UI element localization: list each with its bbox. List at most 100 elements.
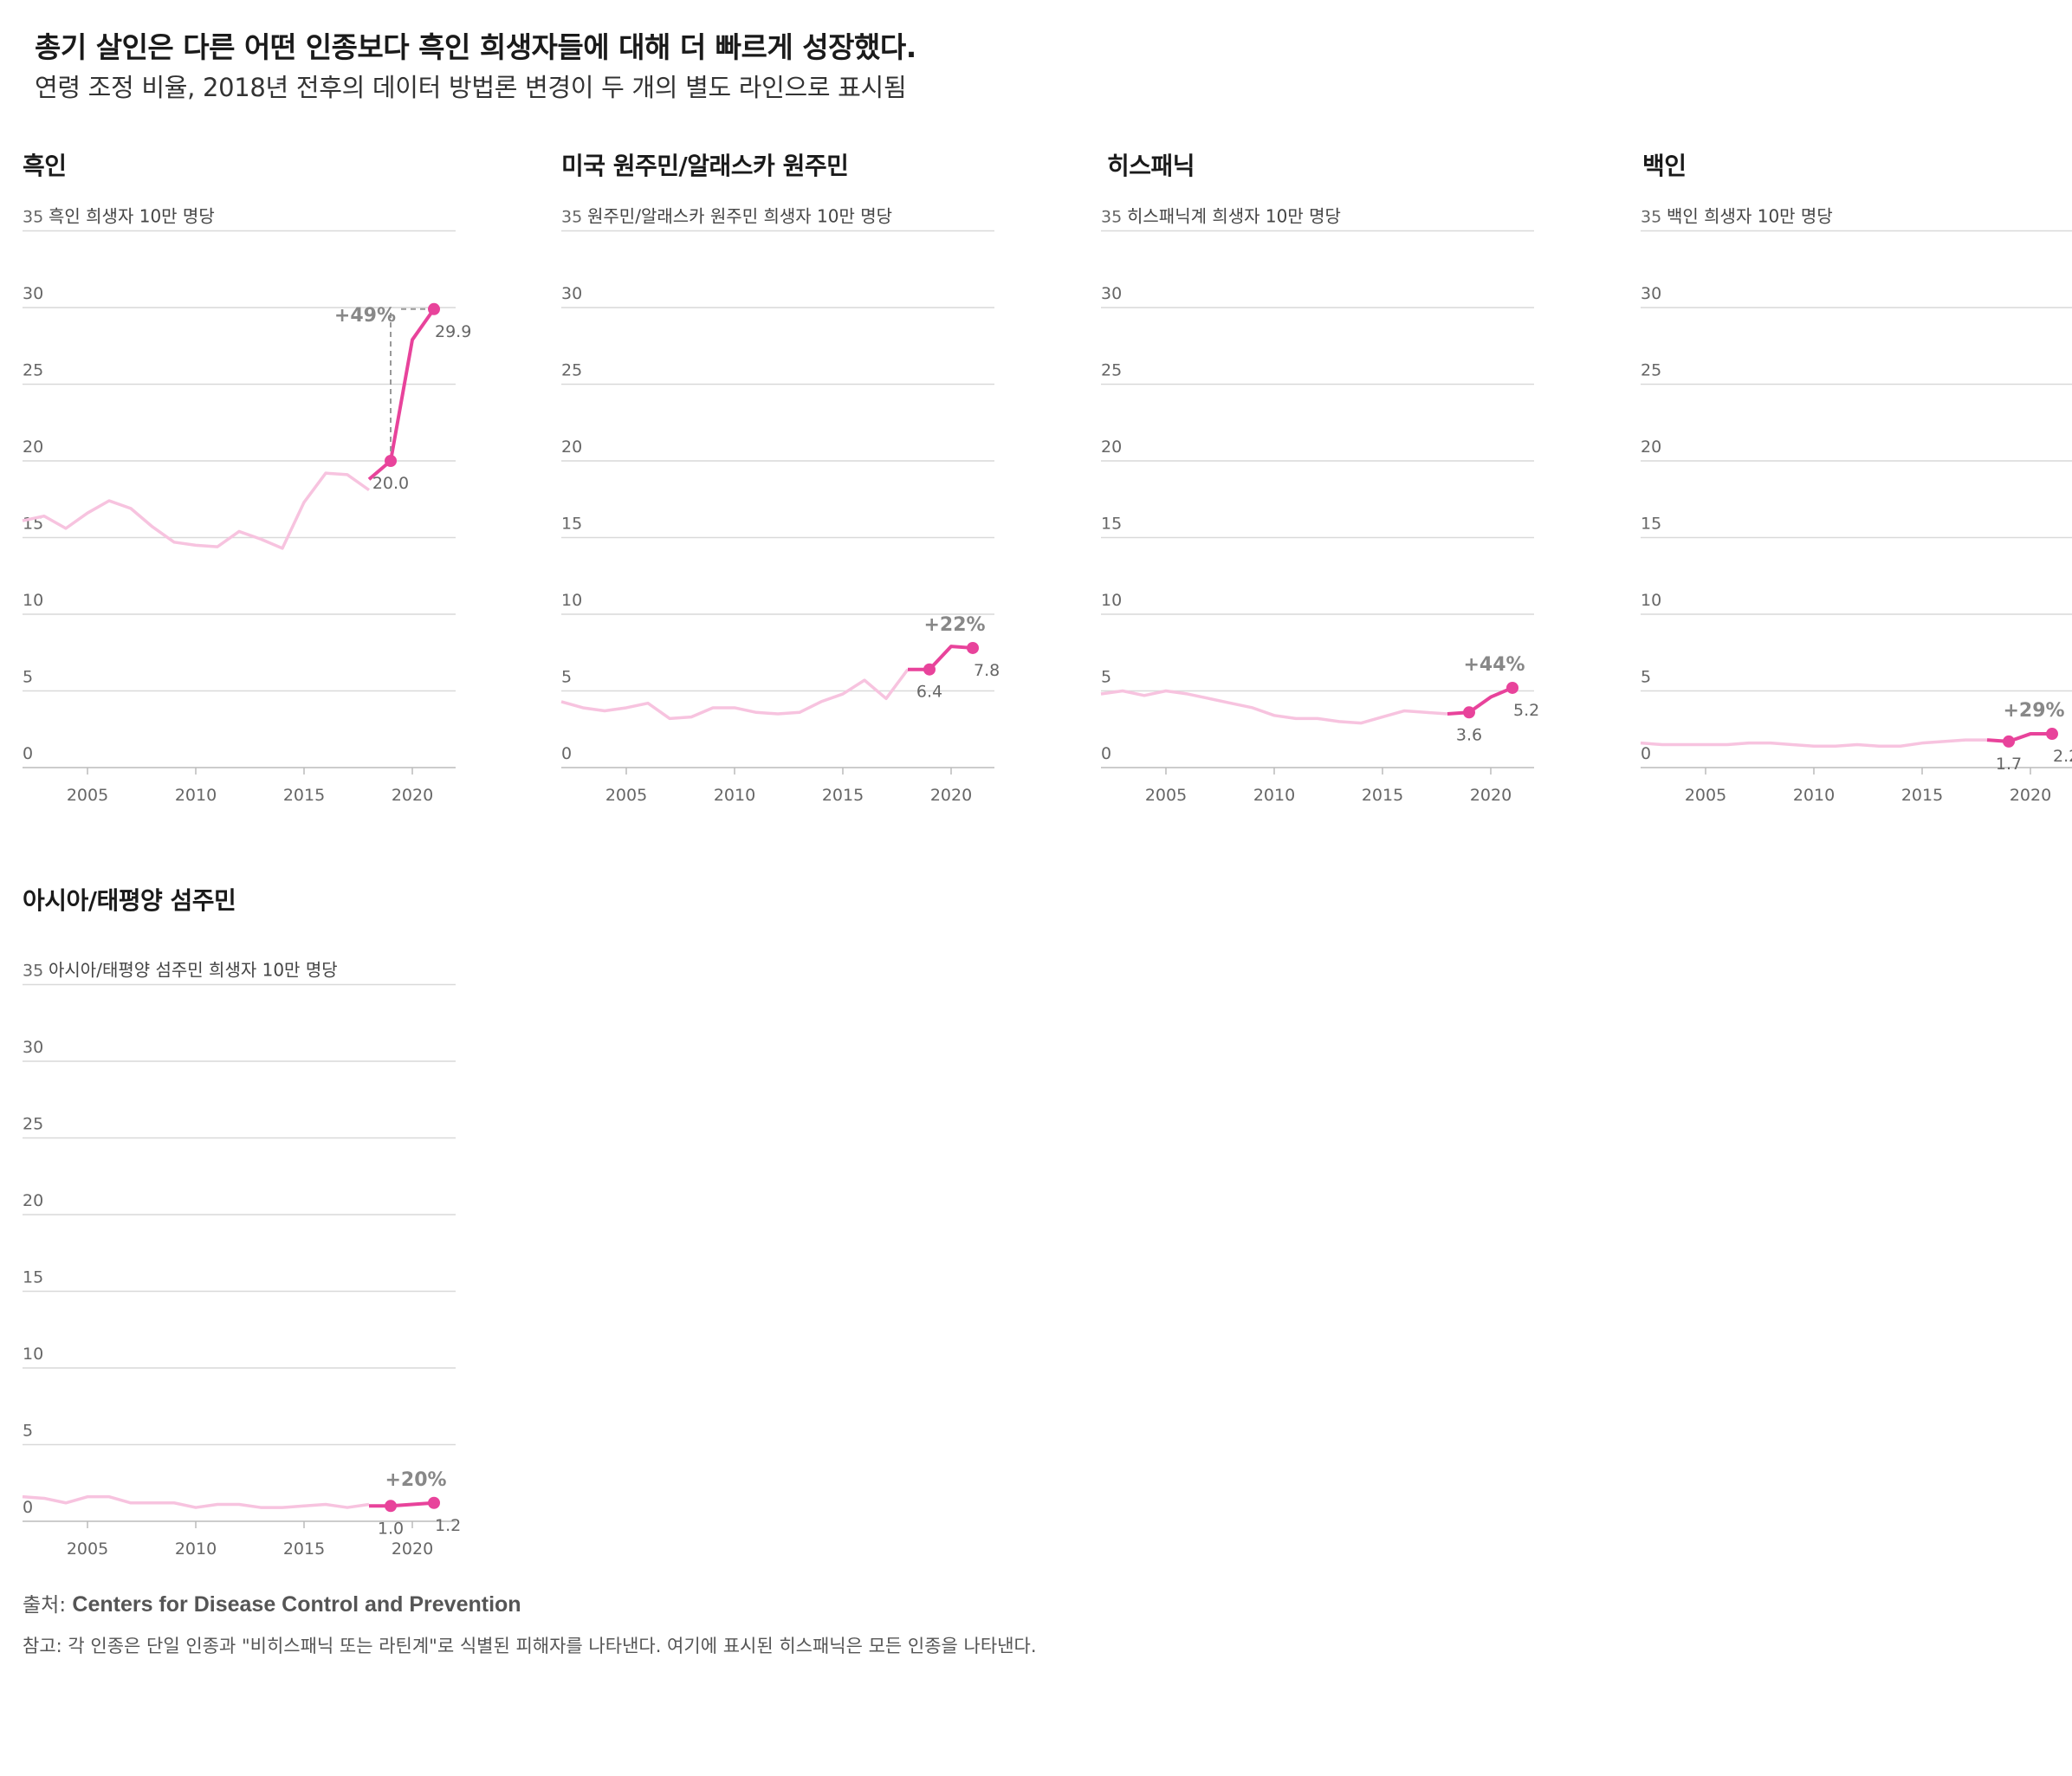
y-tick-label: 15 — [1101, 515, 1122, 534]
x-tick-label: 2010 — [175, 786, 217, 805]
y-tick-label: 15 — [561, 515, 582, 534]
y-tick-label: 20 — [1641, 438, 1661, 457]
y-tick-label: 0 — [23, 744, 33, 763]
x-tick-label: 2020 — [1470, 786, 1512, 805]
start-value-label: 1.0 — [378, 1519, 404, 1538]
x-tick-label: 2005 — [67, 786, 108, 805]
y-tick-label: 25 — [23, 1115, 43, 1134]
x-tick-label: 2005 — [67, 1539, 108, 1559]
start-value-label: 3.6 — [1456, 725, 1482, 744]
y-tick-label: 30 — [23, 1038, 43, 1057]
change-label: +20% — [385, 1469, 446, 1491]
y-axis-label: 히스패닉계 희생자 10만 명당 — [1127, 206, 1341, 227]
end-value-label: 2.2 — [2053, 747, 2072, 766]
end-point-marker — [2046, 728, 2058, 741]
y-tick-label: 20 — [23, 438, 43, 457]
y-tick-label: 20 — [561, 438, 582, 457]
source-organization: Centers for Disease Control and Preventi… — [72, 1592, 521, 1617]
series-line-post-2018 — [1447, 686, 1513, 716]
headline: 총기 살인은 다른 어떤 인종보다 흑인 희생자들에 대해 더 빠르게 성장했다… — [35, 30, 916, 64]
x-tick-label: 2015 — [1362, 786, 1403, 805]
panel-title-hispanic: 히스패닉 — [1107, 152, 1195, 180]
y-tick-label: 20 — [1101, 438, 1122, 457]
x-tick-label: 2005 — [605, 786, 647, 805]
series-line-pre-2018 — [1100, 689, 1448, 725]
subtitle: 연령 조정 비율, 2018년 전후의 데이터 방법론 변경이 두 개의 별도 … — [35, 73, 907, 102]
series-line-pre-2018 — [1640, 738, 1987, 748]
series-line-post-2018 — [908, 645, 974, 671]
x-tick-label: 2005 — [1685, 786, 1726, 805]
x-tick-label: 2020 — [392, 1539, 433, 1559]
y-tick-label: 0 — [23, 1498, 33, 1517]
start-value-label: 20.0 — [372, 474, 409, 493]
change-label: +22% — [923, 614, 985, 636]
y-tick-label: 30 — [561, 284, 582, 303]
end-value-label: 5.2 — [1513, 701, 1539, 720]
y-tick-label: 10 — [23, 1345, 43, 1364]
y-tick-label: 0 — [1101, 744, 1111, 763]
note-line: 참고: 각 인종은 단일 인종과 "비히스패닉 또는 라틴계"로 식별된 피해자… — [23, 1636, 1037, 1656]
end-point-marker — [428, 302, 440, 315]
start-point-marker — [2003, 735, 2015, 748]
start-point-marker — [1463, 706, 1475, 719]
y-tick-label: 30 — [23, 284, 43, 303]
y-tick-label: 25 — [1101, 361, 1122, 380]
series-line-post-2018 — [1986, 732, 2052, 743]
x-tick-label: 2015 — [283, 1539, 325, 1559]
end-point-marker — [1506, 681, 1518, 694]
y-tick-label: 25 — [561, 361, 582, 380]
end-value-label: 1.2 — [435, 1516, 461, 1535]
change-label: +44% — [1463, 654, 1525, 676]
series-line-post-2018 — [367, 308, 436, 481]
chart-white: 0 5 10 15 20 25 30 35 백인 희생자 10만 명당 2005 2010 2015 2… — [1640, 206, 2072, 805]
y-axis-label: 흑인 희생자 10만 명당 — [49, 206, 215, 227]
x-tick-label: 2010 — [175, 1539, 217, 1559]
y-tick-label: 0 — [1641, 744, 1651, 763]
y-tick-label: 30 — [1641, 284, 1661, 303]
source-prefix: 출처: — [23, 1594, 73, 1617]
y-tick-label: 35 — [1101, 208, 1122, 227]
y-tick-label: 25 — [23, 361, 43, 380]
y-tick-label: 0 — [561, 744, 572, 763]
series-line-pre-2018 — [22, 1494, 370, 1509]
y-tick-label: 35 — [1641, 208, 1661, 227]
x-tick-label: 2005 — [1145, 786, 1187, 805]
x-tick-label: 2010 — [714, 786, 755, 805]
change-label: +29% — [2003, 700, 2064, 722]
start-value-label: 6.4 — [916, 683, 942, 702]
x-tick-label: 2020 — [2010, 786, 2051, 805]
start-point-marker — [923, 663, 936, 676]
y-tick-label: 15 — [1641, 515, 1661, 534]
x-tick-label: 2020 — [392, 786, 433, 805]
y-tick-label: 15 — [23, 1268, 43, 1287]
y-tick-label: 5 — [1101, 668, 1111, 687]
y-axis-label: 백인 희생자 10만 명당 — [1667, 206, 1833, 227]
y-tick-label: 35 — [23, 208, 43, 227]
start-point-marker — [385, 1500, 397, 1513]
y-tick-label: 5 — [561, 668, 572, 687]
source-line: 출처: Centers for Disease Control and Prev… — [23, 1588, 521, 1617]
y-tick-label: 25 — [1641, 361, 1661, 380]
y-axis-label: 원주민/알래스카 원주민 희생자 10만 명당 — [587, 206, 892, 227]
chart-asian: 0 5 10 15 20 25 30 35 아시아/태평양 섬주민 희생자 10만 명당 2005… — [22, 960, 461, 1559]
end-value-label: 7.8 — [974, 661, 1000, 680]
y-axis-label: 아시아/태평양 섬주민 희생자 10만 명당 — [49, 960, 338, 981]
y-tick-label: 10 — [23, 591, 43, 610]
end-point-marker — [967, 641, 979, 654]
end-point-marker — [428, 1496, 440, 1509]
y-tick-label: 5 — [1641, 668, 1651, 687]
y-tick-label: 30 — [1101, 284, 1122, 303]
y-tick-label: 10 — [1641, 591, 1661, 610]
change-label: +49% — [334, 305, 396, 327]
x-tick-label: 2020 — [930, 786, 972, 805]
x-tick-label: 2015 — [822, 786, 864, 805]
x-tick-label: 2015 — [283, 786, 325, 805]
start-value-label: 1.7 — [1996, 755, 2022, 774]
y-tick-label: 35 — [561, 208, 582, 227]
panel-title-black: 흑인 — [23, 152, 67, 180]
panel-title-asian: 아시아/태평양 섬주민 — [23, 886, 236, 915]
y-tick-label: 20 — [23, 1191, 43, 1210]
chart-native: 0 5 10 15 20 25 30 35 원주민/알래스카 원주민 희생자 10만 명당 200… — [560, 206, 1000, 805]
panel-title-native: 미국 원주민/알래스카 원주민 — [561, 152, 849, 180]
